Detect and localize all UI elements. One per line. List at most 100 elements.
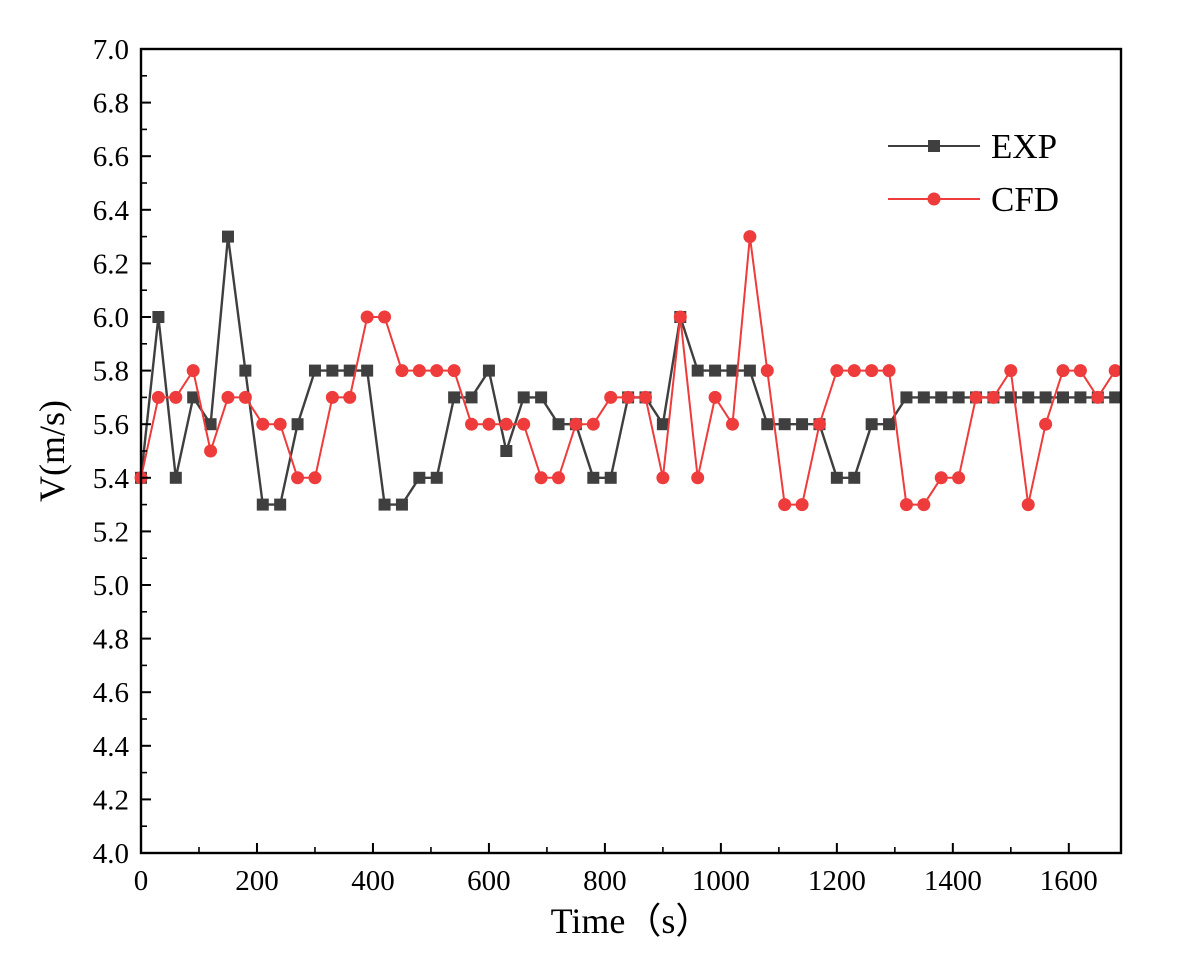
data-point-exp [221, 230, 234, 243]
data-point-cfd [430, 364, 444, 378]
data-point-cfd [412, 364, 426, 378]
data-point-exp [1022, 391, 1035, 404]
data-point-cfd [760, 364, 774, 378]
data-point-cfd [204, 444, 218, 458]
data-point-cfd [691, 471, 705, 485]
data-point-exp [430, 471, 443, 484]
data-point-exp [604, 471, 617, 484]
series-line-cfd [140, 236, 1117, 506]
data-point-cfd [291, 471, 305, 485]
data-point-cfd [725, 417, 739, 431]
data-point-cfd [552, 471, 566, 485]
data-point-cfd [360, 310, 374, 324]
x-tick-label: 1400 [924, 865, 982, 897]
data-point-cfd [499, 417, 513, 431]
data-point-exp [482, 364, 495, 377]
data-point-cfd [638, 390, 652, 404]
x-axis-title: Time（s） [551, 901, 712, 941]
axis-ticks [140, 48, 1070, 854]
data-point-cfd [569, 417, 583, 431]
y-tick-label: 6.0 [93, 302, 129, 334]
x-tick-label: 400 [351, 865, 395, 897]
data-point-cfd [169, 390, 183, 404]
data-point-exp [900, 391, 913, 404]
data-point-cfd [952, 471, 966, 485]
x-tick-label: 1200 [808, 865, 866, 897]
data-point-exp [187, 391, 200, 404]
data-point-exp [778, 418, 791, 431]
data-point-cfd [378, 310, 392, 324]
data-point-exp [413, 471, 426, 484]
data-point-cfd [743, 230, 757, 244]
data-point-cfd [325, 390, 339, 404]
data-point-exp [535, 391, 548, 404]
series-exp [135, 230, 1122, 511]
tick-labels: 4.0 4.2 4.4 4.6 4.8 5.0 5.2 5.4 5.6 5.8 6.0 6.2 6.4 6… [93, 34, 1098, 897]
data-point-cfd [673, 310, 687, 324]
data-point-cfd [708, 390, 722, 404]
y-tick-label: 4.8 [93, 624, 129, 656]
data-point-cfd [969, 390, 983, 404]
data-point-exp [448, 391, 461, 404]
data-point-cfd [151, 390, 165, 404]
data-point-cfd [656, 471, 670, 485]
data-point-exp [761, 418, 774, 431]
data-point-exp [1057, 391, 1070, 404]
data-point-exp [1039, 391, 1052, 404]
data-point-cfd [256, 417, 270, 431]
y-tick-label: 7.0 [93, 34, 129, 66]
data-point-exp [395, 498, 408, 511]
data-point-cfd [865, 364, 879, 378]
data-point-exp [848, 471, 861, 484]
data-point-exp [1074, 391, 1087, 404]
x-tick-label: 200 [235, 865, 279, 897]
data-point-exp [917, 391, 930, 404]
data-point-cfd [517, 417, 531, 431]
data-point-exp [656, 418, 669, 431]
data-point-exp [935, 391, 948, 404]
data-point-exp [169, 471, 182, 484]
data-point-cfd [186, 364, 200, 378]
data-point-exp [1109, 391, 1122, 404]
legend-marker-cfd [927, 192, 941, 206]
y-tick-label: 6.8 [93, 88, 129, 120]
data-point-cfd [934, 471, 948, 485]
data-point-exp [709, 364, 722, 377]
data-point-cfd [221, 390, 235, 404]
y-axis-title: V(m/s) [32, 400, 72, 502]
data-point-cfd [482, 417, 496, 431]
series-layer [134, 230, 1122, 512]
data-point-cfd [1073, 364, 1087, 378]
y-tick-label: 6.6 [93, 141, 129, 173]
data-point-exp [274, 498, 287, 511]
series-cfd [134, 230, 1122, 512]
x-tick-label: 600 [467, 865, 511, 897]
data-point-cfd [395, 364, 409, 378]
data-point-cfd [1039, 417, 1053, 431]
data-point-cfd [1021, 498, 1035, 512]
legend: EXP CFD [888, 127, 1059, 219]
data-point-exp [830, 471, 843, 484]
data-point-cfd [1004, 364, 1018, 378]
data-point-cfd [795, 498, 809, 512]
data-point-cfd [1056, 364, 1070, 378]
data-point-exp [465, 391, 478, 404]
data-point-exp [239, 364, 252, 377]
series-line-exp [139, 236, 1116, 506]
y-tick-label: 5.2 [93, 516, 129, 548]
data-point-cfd [1091, 390, 1105, 404]
y-tick-label: 4.6 [93, 677, 129, 709]
x-tick-label: 800 [583, 865, 627, 897]
data-point-cfd [465, 417, 479, 431]
data-point-cfd [586, 417, 600, 431]
data-point-cfd [343, 390, 357, 404]
data-point-cfd [447, 364, 461, 378]
data-point-cfd [238, 390, 252, 404]
data-point-exp [517, 391, 530, 404]
data-point-cfd [621, 390, 635, 404]
data-point-exp [796, 418, 809, 431]
data-point-exp [952, 391, 965, 404]
data-point-exp [552, 418, 565, 431]
data-point-exp [378, 498, 391, 511]
